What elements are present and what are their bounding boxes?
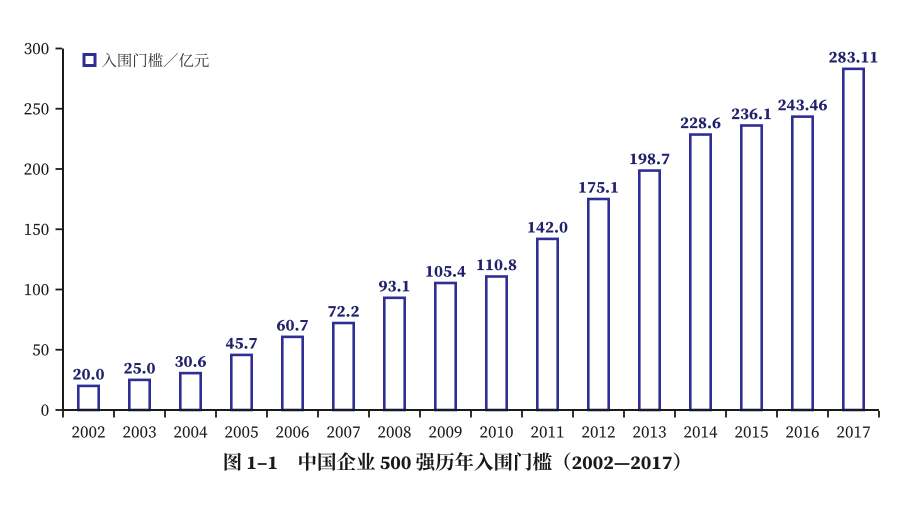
bar-2009 [433,281,457,412]
x-tick-label [582,426,615,438]
x-tick-label [378,426,411,438]
bar-2006 [280,335,304,412]
bar-2005 [230,353,254,412]
x-tick-label [531,426,564,438]
x-tick-label [786,426,819,438]
x-tick-label [429,426,462,438]
legend-swatch [82,53,97,67]
x-tick-label [72,426,105,438]
value-label-2016 [778,99,827,111]
value-label-2003 [124,362,155,374]
bar-2011 [535,237,559,412]
legend-label [102,53,209,68]
x-tick-label [684,426,718,438]
bar-2002 [77,384,101,412]
bar-2015 [739,124,763,412]
bar-2016 [790,115,814,412]
value-label-2002 [73,368,104,380]
bar-2017 [841,67,865,412]
x-tick-label [480,426,513,438]
value-label-2014 [680,117,721,129]
x-tick-label [327,426,360,438]
figure-caption [224,452,680,471]
y-tick-label [24,42,49,55]
x-tick-label [123,426,156,438]
value-label-2009 [426,265,466,277]
y-tick-label [41,404,49,416]
bar-2004 [179,371,203,412]
value-label-2012 [579,181,618,193]
bar-2003 [128,378,152,412]
bar-2010 [484,275,508,412]
y-tick-labels [24,42,49,416]
caption-text [224,452,680,471]
value-label-2005 [225,337,257,349]
value-label-2011 [528,221,568,233]
value-labels [73,51,878,380]
y-tick-label [24,283,49,296]
legend [82,53,209,68]
x-tick-label [174,426,208,438]
legend-text [102,53,209,68]
x-tick-label [225,426,258,438]
value-label-2013 [630,153,670,165]
value-label-2017 [829,51,878,63]
value-label-2010 [477,259,517,271]
bar-2013 [637,169,661,412]
x-tick-labels [72,426,870,438]
x-tick-label [276,426,309,438]
bar-2012 [586,197,610,412]
value-label-2006 [276,319,308,331]
y-tick-label [24,223,49,236]
y-tick-label [24,163,49,175]
value-label-2007 [328,305,359,317]
value-label-2004 [175,356,206,367]
x-tick-label [735,426,768,438]
bar-2008 [382,296,406,412]
axes [55,47,880,418]
bar-2007 [331,321,355,412]
x-tick-label [837,426,870,438]
value-label-2015 [731,108,771,120]
y-tick-label [32,344,49,356]
bar-2014 [688,133,712,412]
y-tick-label [24,103,49,115]
x-tick-label [633,426,666,438]
value-label-2008 [378,280,410,292]
